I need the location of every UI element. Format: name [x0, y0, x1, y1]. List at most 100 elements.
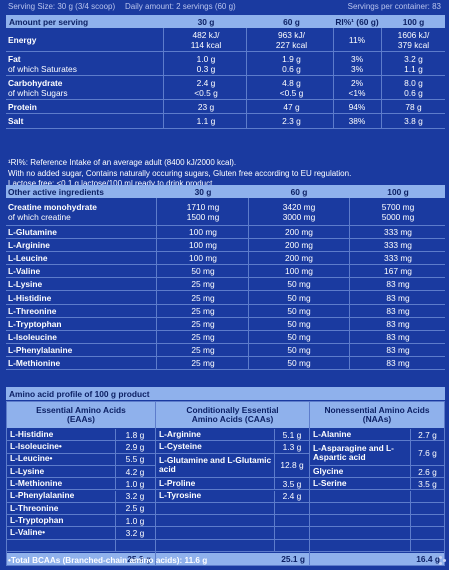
nutrition-row: Salt 1.1 g 2.3 g 38% 3.8 g: [6, 114, 445, 129]
nutrient-v30-line: <0.5 g: [194, 87, 218, 98]
amino-empty-row: [156, 527, 309, 540]
amino-column-header-line: Amino Acids (CAAs): [191, 414, 274, 424]
footnote-sugar: With no added sugar, Contains naturally …: [8, 168, 352, 178]
amino-total: 16.4 g: [310, 553, 444, 565]
amino-column: Essential Amino Acids (EAAs) L-Histidine 1.…: [7, 402, 155, 565]
amino-column-header: Conditionally Essential Amino Acids (CAAs…: [156, 402, 309, 428]
nutrient-v30-line: 1.0 g: [196, 53, 216, 64]
amino-value: 1.8 g: [125, 429, 145, 440]
nutrient-name: Carbohydrate of which Sugars: [8, 76, 163, 99]
column-divider: [248, 330, 249, 343]
column-divider: [349, 317, 350, 330]
amino-profile-title: Amino acid profile of 100 g product: [6, 387, 445, 400]
other-header-cell: 30 g: [194, 186, 212, 197]
amino-name: L-Asparagine and L-Aspartic acid: [313, 442, 394, 463]
amino-divider: [274, 539, 275, 551]
amino-row: L-Threonine 2.5 g: [7, 502, 155, 516]
column-divider: [246, 52, 247, 75]
ingredient-name: L-Tryptophan: [8, 318, 62, 329]
column-divider: [163, 114, 164, 128]
nutrition-row: Energy 482 kJ/114 kcal 963 kJ/227 kcal 11% 1…: [6, 28, 445, 52]
amino-divider: [410, 527, 411, 539]
ingredient-v60: 50 mg: [287, 292, 311, 303]
amino-row: L-Valine• 3.2 g: [7, 527, 155, 540]
column-divider: [349, 198, 350, 225]
amino-row: L-Isoleucine• 2.9 g: [7, 441, 155, 454]
ingredient-v100: 83 mg: [386, 318, 410, 329]
nutrient-v30-line: 482 kJ/: [192, 29, 220, 40]
amino-name: L-Arginine: [159, 428, 201, 439]
amino-column: Conditionally Essential Amino Acids (CAAs…: [155, 402, 309, 565]
amino-column: Nonessential Amino Acids (NAAs) L-Alanine 2…: [309, 402, 444, 565]
column-divider: [248, 239, 249, 252]
amino-empty-row: [310, 515, 444, 528]
footnotes: ¹RI%: Reference Intake of an average adu…: [8, 158, 443, 190]
amino-column-header: Essential Amino Acids (EAAs): [7, 402, 155, 428]
nutrient-v100-line: 0.6 g: [404, 87, 423, 98]
amino-empty-row: [7, 539, 155, 552]
creatine-label: Creatine monohydrate: [8, 201, 97, 212]
ingredient-v30: 25 mg: [191, 331, 215, 342]
column-divider: [248, 278, 249, 291]
nutrient-sub-label: of which Sugars: [8, 87, 68, 98]
nutrition-header-cell: 30 g: [197, 16, 215, 27]
column-divider: [248, 198, 249, 225]
ingredient-v100: 83 mg: [386, 357, 410, 368]
other-header-row: Other active ingredients 30 g 60 g 100 g: [6, 185, 445, 198]
ingredient-v60: 200 mg: [285, 253, 313, 264]
column-divider: [248, 291, 249, 304]
nutrient-ri: 2% <1%: [334, 76, 380, 99]
nutrient-v60-line: 963 kJ/: [277, 29, 305, 40]
column-divider: [156, 304, 157, 317]
amino-value: 5.5 g: [125, 454, 145, 465]
servings-per-container: Servings per container: 83: [347, 2, 441, 11]
column-divider: [246, 100, 247, 113]
serving-info: Serving Size: 30 g (3/4 scoop) Daily amo…: [6, 2, 443, 14]
ingredient-v60: 50 mg: [287, 357, 311, 368]
amino-name: L-Phenylalanine: [10, 490, 75, 501]
amino-value: 1.3 g: [282, 441, 302, 452]
column-divider: [156, 291, 157, 304]
ingredient-v30: 25 mg: [191, 292, 215, 303]
ingredient-name: L-Lysine: [8, 279, 43, 290]
nutrient-v60-line: 227 kcal: [275, 39, 308, 50]
amino-row: L-Tryptophan 1.0 g: [7, 515, 155, 528]
amino-value: 4.2 g: [125, 466, 145, 477]
ingredient-name: L-Isoleucine: [8, 331, 57, 342]
nutrient-ri-line: 94%: [348, 101, 366, 112]
nutrient-v30: 23 g: [166, 100, 246, 113]
nutrient-label: Protein: [8, 101, 37, 112]
nutrient-v30-line: 1.1 g: [196, 116, 216, 126]
amino-row: L-Cysteine 1.3 g: [156, 441, 309, 454]
column-divider: [246, 114, 247, 128]
amino-row: L-Proline 3.5 g: [156, 478, 309, 491]
column-divider: [156, 239, 157, 252]
column-divider: [381, 76, 382, 99]
daily-amount: Daily amount: 2 servings (60 g): [125, 2, 236, 11]
nutrient-v100: 3.8 g: [382, 114, 445, 128]
column-divider: [333, 52, 334, 75]
creatine-v100-line: 5000 mg: [381, 211, 415, 222]
footnote-ri: ¹RI%: Reference Intake of an average adu…: [8, 158, 237, 167]
amino-divider: [410, 502, 411, 515]
amino-name: L-Proline: [159, 478, 196, 489]
amino-value: 3.2 g: [125, 528, 145, 539]
creatine-row: Creatine monohydrate of which creatine 171…: [6, 198, 445, 226]
other-header-cell: 100 g: [387, 186, 409, 197]
amino-name: L-Valine•: [10, 527, 46, 538]
ingredient-v30: 100 mg: [189, 240, 217, 251]
column-divider: [333, 100, 334, 113]
amino-row: L-Leucine• 5.5 g: [7, 453, 155, 466]
nutrition-row: Protein 23 g 47 g 94% 78 g: [6, 100, 445, 114]
nutrient-v60-line: 0.6 g: [282, 63, 301, 74]
nutrition-header-row: Amount per serving 30 g 60 g RI%¹ (60 g) 100…: [6, 15, 445, 28]
ingredient-v30: 25 mg: [191, 305, 215, 316]
column-divider: [163, 100, 164, 113]
ingredient-v60: 50 mg: [287, 318, 311, 329]
nutrient-v30: 482 kJ/114 kcal: [166, 28, 246, 51]
amino-row: L-Alanine 2.7 g: [310, 429, 444, 442]
amino-row: L-Lysine 4.2 g: [7, 465, 155, 479]
amino-empty-row: [310, 539, 444, 552]
amino-row: Glycine 2.6 g: [310, 465, 444, 479]
